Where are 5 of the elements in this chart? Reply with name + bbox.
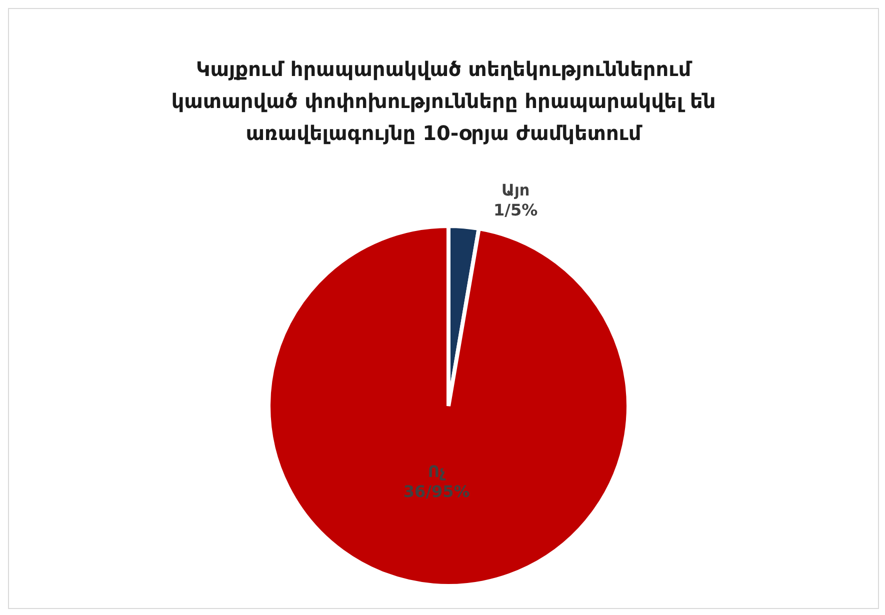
chart-title: Կայքում հրապարակված տեղեկություններում կատարված փոփոխությունները հրապարակվել են առավելագույնը 10-օրյա ժամկետում: [170, 56, 717, 147]
data-label: 36/95%: [403, 482, 470, 501]
slice-label: Ոչ: [428, 462, 447, 481]
data-label: 1/5%: [494, 200, 538, 220]
slice-label: Այո: [501, 180, 530, 200]
